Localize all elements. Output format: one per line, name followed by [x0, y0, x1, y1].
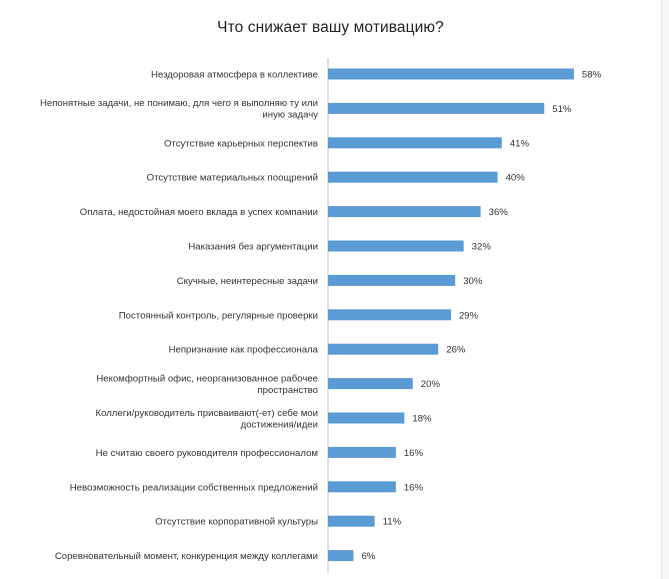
- category-label: Некомфортный офис, неорганизованное рабо…: [96, 373, 318, 396]
- data-label: 32%: [472, 242, 492, 253]
- category-label: Нездоровая атмосфера в коллективе: [151, 70, 318, 81]
- data-label: 40%: [506, 173, 526, 184]
- data-label: 30%: [463, 276, 483, 287]
- category-label-line: Отсутствие материальных поощрений: [147, 173, 318, 184]
- category-label: Постоянный контроль, регулярные проверки: [119, 310, 318, 321]
- category-label: Не считаю своего руководителя профессион…: [96, 448, 318, 459]
- bar: [328, 171, 498, 183]
- category-label: Отсутствие материальных поощрений: [147, 173, 318, 184]
- data-label: 20%: [421, 379, 441, 390]
- category-label-line: Отсутствие корпоративной культуры: [155, 517, 318, 528]
- data-label: 11%: [383, 517, 402, 528]
- category-label: Отсутствие карьерных перспектив: [164, 138, 318, 149]
- category-label-line: Невозможность реализации собственных пре…: [70, 482, 318, 493]
- category-label-line: Оплата, недостойная моего вклада в успех…: [80, 207, 318, 218]
- category-label-line: Непризнание как профессионала: [169, 345, 319, 356]
- scrollbar-track[interactable]: [662, 0, 669, 579]
- bar: [328, 550, 354, 562]
- bar: [328, 206, 481, 218]
- category-label: Непонятные задачи, не понимаю, для чего …: [40, 98, 318, 121]
- bar: [328, 412, 405, 424]
- chart-title: Что снижает вашу мотивацию?: [217, 19, 444, 36]
- category-label-line: Наказания без аргументации: [188, 242, 318, 253]
- bar: [328, 378, 413, 390]
- data-label: 16%: [404, 448, 424, 459]
- category-label: Невозможность реализации собственных пре…: [70, 482, 318, 493]
- bar: [328, 481, 396, 493]
- data-label: 16%: [404, 482, 424, 493]
- bar: [328, 68, 574, 80]
- bar: [328, 137, 502, 149]
- bar: [328, 343, 439, 355]
- data-label: 58%: [582, 70, 602, 81]
- data-label: 51%: [552, 104, 572, 115]
- data-label: 41%: [510, 138, 530, 149]
- category-label-line: Отсутствие карьерных перспектив: [164, 138, 318, 149]
- bar: [328, 274, 456, 286]
- category-label: Наказания без аргументации: [188, 242, 318, 253]
- category-label-line: Нездоровая атмосфера в коллективе: [151, 70, 318, 81]
- bar: [328, 240, 464, 252]
- category-label: Непризнание как профессионала: [169, 345, 319, 356]
- data-label: 36%: [489, 207, 509, 218]
- data-label: 6%: [361, 551, 375, 562]
- bar: [328, 446, 396, 458]
- data-label: 29%: [459, 310, 479, 321]
- category-label-line: Постоянный контроль, регулярные проверки: [119, 310, 318, 321]
- category-label-line: Скучные, неинтересные задачи: [177, 276, 318, 287]
- bar: [328, 515, 375, 527]
- category-label-line: иную задачу: [262, 110, 318, 121]
- category-label-line: Непонятные задачи, не понимаю, для чего …: [40, 98, 318, 109]
- bar: [328, 309, 451, 321]
- category-label-line: Коллеги/руководитель присваивают(-ет) се…: [95, 408, 318, 419]
- category-label: Отсутствие корпоративной культуры: [155, 517, 318, 528]
- category-label-line: Некомфортный офис, неорганизованное рабо…: [96, 373, 318, 384]
- category-label: Оплата, недостойная моего вклада в успех…: [80, 207, 318, 218]
- category-label-line: Не считаю своего руководителя профессион…: [96, 448, 318, 459]
- category-label: Соревновательный момент, конкуренция меж…: [55, 551, 318, 562]
- data-label: 26%: [446, 345, 466, 356]
- data-label: 18%: [412, 414, 432, 425]
- category-label-line: Соревновательный момент, конкуренция меж…: [55, 551, 318, 562]
- category-label: Скучные, неинтересные задачи: [177, 276, 318, 287]
- category-label-line: пространство: [257, 385, 318, 396]
- category-label-line: достижения/идеи: [241, 419, 318, 430]
- bar: [328, 102, 545, 114]
- category-label: Коллеги/руководитель присваивают(-ет) се…: [95, 408, 318, 431]
